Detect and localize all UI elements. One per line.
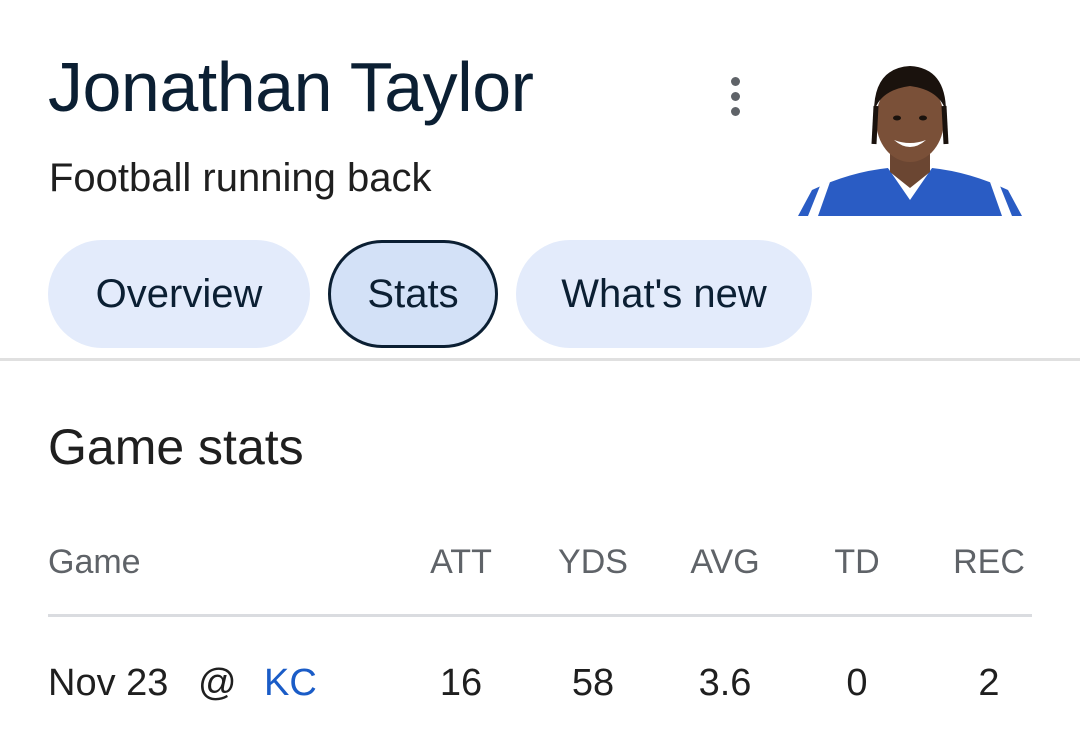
stat-att: 16	[439, 662, 483, 704]
column-header-yds: YDS	[558, 543, 628, 581]
stat-yds: 58	[571, 662, 615, 704]
page-title: Jonathan Taylor	[48, 48, 534, 126]
player-photo[interactable]	[790, 40, 1030, 216]
section-title: Game stats	[48, 419, 304, 475]
more-options-button[interactable]	[712, 72, 758, 120]
page-subtitle: Football running back	[49, 156, 432, 200]
table-divider	[48, 614, 1032, 617]
column-header-rec: REC	[953, 543, 1025, 581]
tab-overview[interactable]: Overview	[48, 240, 310, 348]
player-photo-image	[798, 66, 1022, 216]
column-header-avg: AVG	[690, 543, 760, 581]
column-header-td: TD	[834, 543, 880, 581]
opponent-link[interactable]: KC	[264, 662, 317, 704]
more-vert-icon-dot	[730, 91, 740, 101]
more-vert-icon	[730, 76, 740, 86]
stat-rec: 2	[978, 662, 1000, 704]
stat-avg: 3.6	[698, 662, 752, 704]
away-indicator: @	[198, 662, 237, 704]
table-header: Game ATT YDS AVG TD REC	[48, 540, 1032, 584]
game-date: Nov 23	[48, 662, 169, 704]
table-row[interactable]: Nov 23 @ KC 16 58 3.6 0 2	[48, 660, 1032, 706]
tabs-divider	[0, 358, 1080, 361]
column-header-game: Game	[48, 543, 141, 581]
tab-stats[interactable]: Stats	[328, 240, 498, 348]
more-vert-icon-dot	[730, 106, 740, 116]
stat-td: 0	[846, 662, 868, 704]
column-header-att: ATT	[430, 543, 492, 581]
tab-whats-new[interactable]: What's new	[516, 240, 812, 348]
